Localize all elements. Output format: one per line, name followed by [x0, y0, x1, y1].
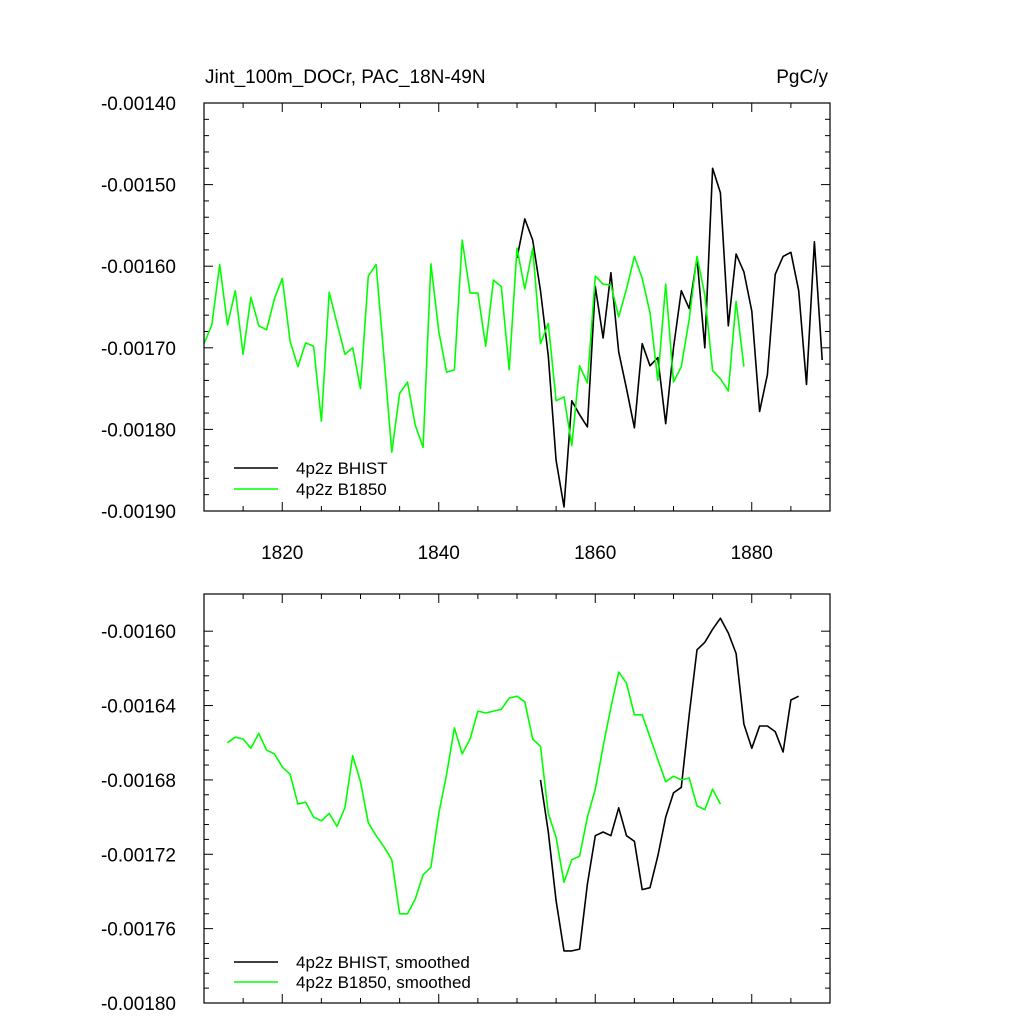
- top-chart-units: PgC/y: [776, 67, 828, 88]
- top-chart-title: Jint_100m_DOCr, PAC_18N-49N: [205, 67, 486, 88]
- bottom-panel: -0.00180 -0.00176 -0.00172 -0.00168 -0.00164…: [101, 593, 831, 1015]
- bottom-legend: 4p2z BHIST, smoothed 4p2z B1850, smoothe…: [234, 953, 471, 992]
- y-tick-label: -0.00180: [101, 994, 176, 1015]
- x-tick-label: 1820: [261, 543, 303, 564]
- bottom-series-lines: [227, 617, 800, 952]
- bottom-legend-label-bhist: 4p2z BHIST, smoothed: [296, 953, 470, 972]
- bottom-series-line-b1850: [227, 671, 722, 915]
- top-ticks: [203, 102, 831, 512]
- top-series-line-b1850: [203, 239, 745, 454]
- bottom-series-line-bhist: [539, 617, 800, 952]
- y-tick-label: -0.00150: [101, 176, 176, 197]
- x-tick-label: 1860: [574, 543, 616, 564]
- top-y-tick-labels: -0.00190 -0.00180 -0.00170 -0.00160 -0.00150…: [101, 94, 176, 523]
- top-series-line-bhist: [516, 167, 823, 508]
- top-plot-frame: [203, 102, 831, 512]
- top-legend-label-b1850: 4p2z B1850: [296, 480, 387, 499]
- y-tick-label: -0.00170: [101, 339, 176, 360]
- x-tick-label: 1840: [418, 543, 460, 564]
- y-tick-label: -0.00160: [101, 622, 176, 643]
- bottom-legend-label-b1850: 4p2z B1850, smoothed: [296, 973, 471, 992]
- top-series-lines: [203, 167, 823, 508]
- top-panel: Jint_100m_DOCr, PAC_18N-49N PgC/y -0.001…: [101, 67, 831, 564]
- y-tick-label: -0.00140: [101, 94, 176, 115]
- y-tick-label: -0.00168: [101, 771, 176, 792]
- y-tick-label: -0.00160: [101, 257, 176, 278]
- top-legend-label-bhist: 4p2z BHIST: [296, 459, 388, 478]
- y-tick-label: -0.00172: [101, 845, 176, 866]
- y-tick-label: -0.00176: [101, 920, 176, 941]
- bottom-plot-frame: [203, 593, 831, 1004]
- x-tick-label: 1880: [731, 543, 773, 564]
- y-tick-label: -0.00190: [101, 502, 176, 523]
- top-x-tick-labels: 1820 1840 1860 1880: [261, 543, 773, 564]
- bottom-y-tick-labels: -0.00180 -0.00176 -0.00172 -0.00168 -0.00164…: [101, 622, 176, 1015]
- y-tick-label: -0.00164: [101, 697, 176, 718]
- top-legend: 4p2z BHIST 4p2z B1850: [234, 459, 388, 499]
- y-tick-label: -0.00180: [101, 420, 176, 441]
